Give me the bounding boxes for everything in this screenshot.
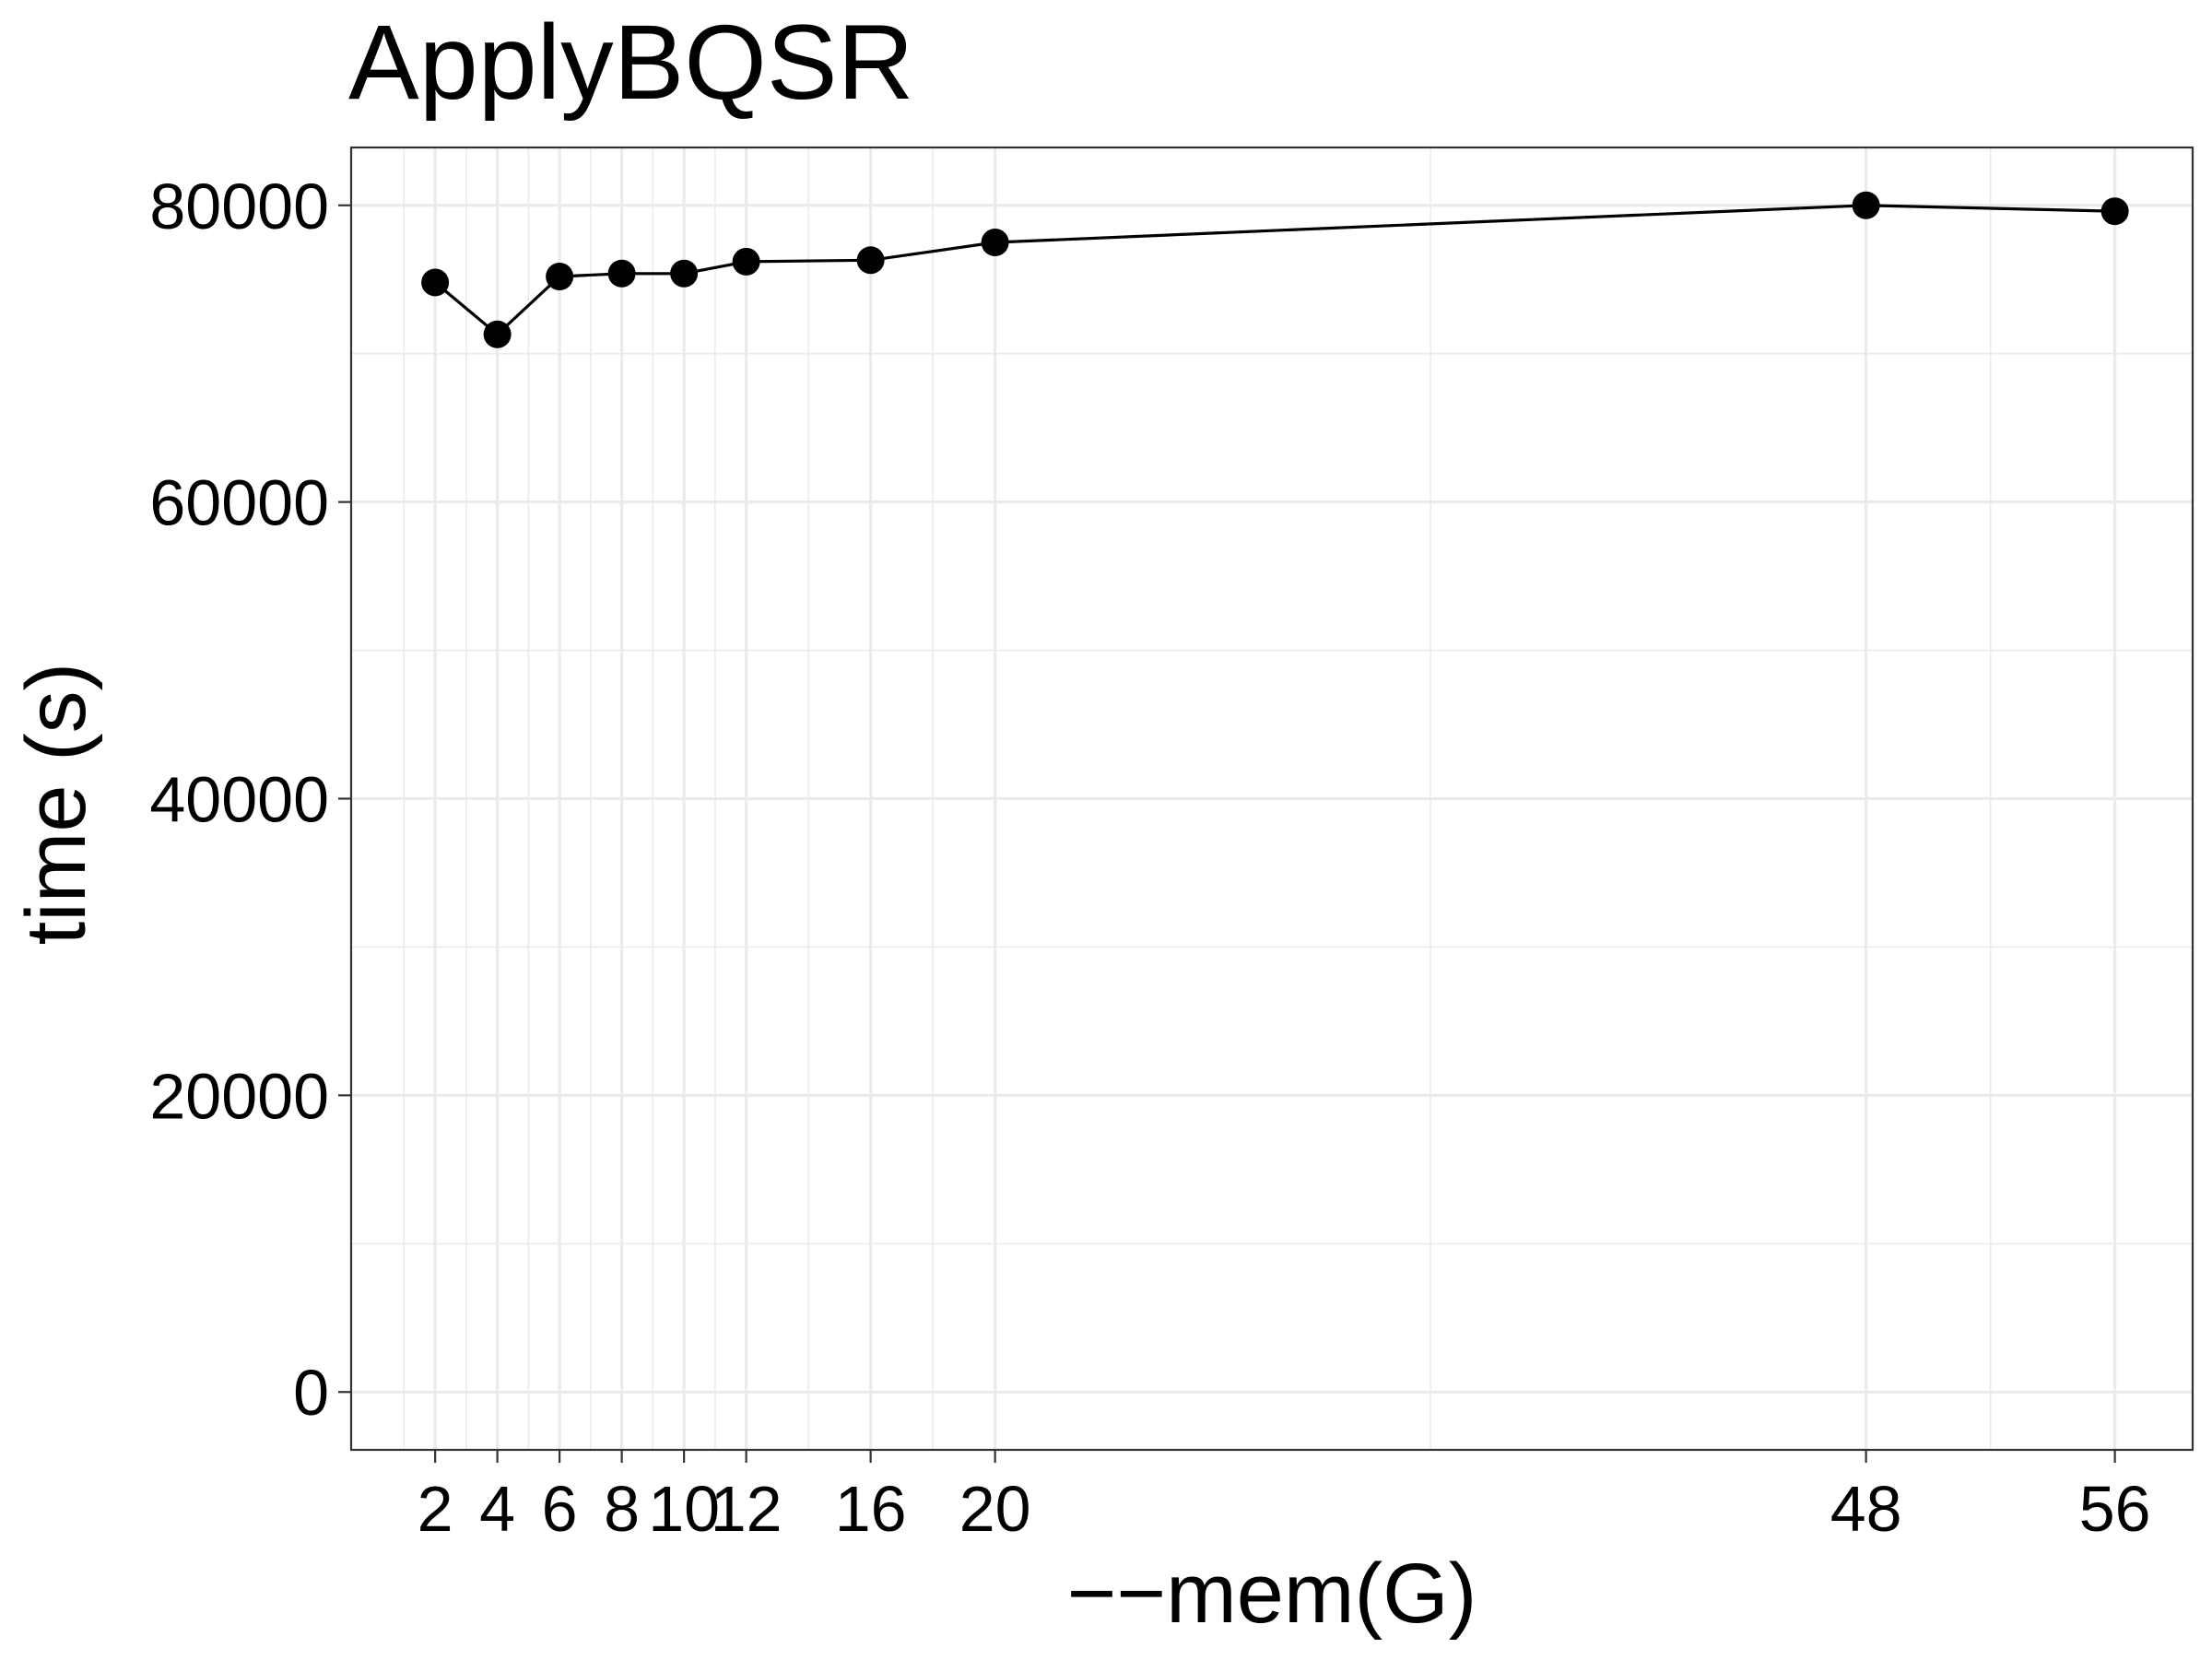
x-tick-label: 48 [1830, 1473, 1902, 1545]
y-tick-label: 40000 [149, 764, 329, 836]
x-axis-title: −−mem(G) [1067, 1547, 1477, 1641]
y-tick-label: 20000 [149, 1060, 329, 1132]
x-tick-label: 4 [479, 1473, 515, 1545]
data-point [421, 268, 450, 297]
x-tick-label: 10 [648, 1473, 720, 1545]
x-tick-label: 2 [418, 1473, 453, 1545]
series-layer [421, 191, 2129, 348]
data-point [856, 246, 885, 275]
x-tick-label: 6 [542, 1473, 578, 1545]
data-point [483, 320, 512, 348]
x-tick-label: 56 [2079, 1473, 2151, 1545]
chart-title: ApplyBQSR [348, 4, 914, 122]
plot-panel-border [349, 146, 2194, 1452]
axis-ticks [338, 204, 2116, 1463]
x-tick-label: 8 [604, 1473, 640, 1545]
grid-lines [351, 147, 2193, 1450]
y-tick-label: 0 [293, 1357, 329, 1429]
data-point [732, 247, 760, 276]
data-point [1852, 191, 1880, 219]
series-line [434, 204, 2115, 336]
y-tick-label: 60000 [149, 467, 329, 539]
x-tick-label: 12 [711, 1473, 782, 1545]
data-point [546, 263, 574, 291]
x-tick-label: 16 [835, 1473, 907, 1545]
data-point [607, 259, 636, 288]
x-tick-label: 20 [959, 1473, 1031, 1545]
y-axis-title: time (s) [9, 663, 103, 946]
data-point [981, 228, 1009, 256]
data-point [2100, 197, 2129, 226]
y-tick-label: 80000 [149, 171, 329, 242]
data-point [670, 259, 699, 288]
